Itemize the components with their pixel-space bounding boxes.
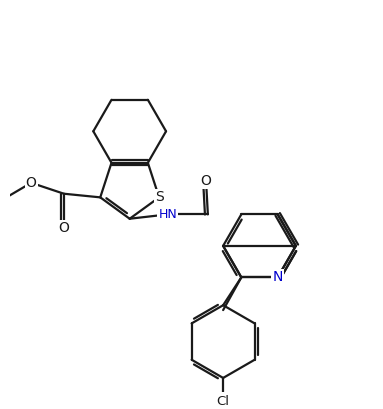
Text: HN: HN [159,208,177,221]
Text: S: S [155,190,164,204]
Text: Cl: Cl [217,395,230,408]
Text: O: O [59,221,69,235]
Text: O: O [201,174,211,188]
Text: N: N [272,270,283,284]
Text: O: O [26,176,37,190]
